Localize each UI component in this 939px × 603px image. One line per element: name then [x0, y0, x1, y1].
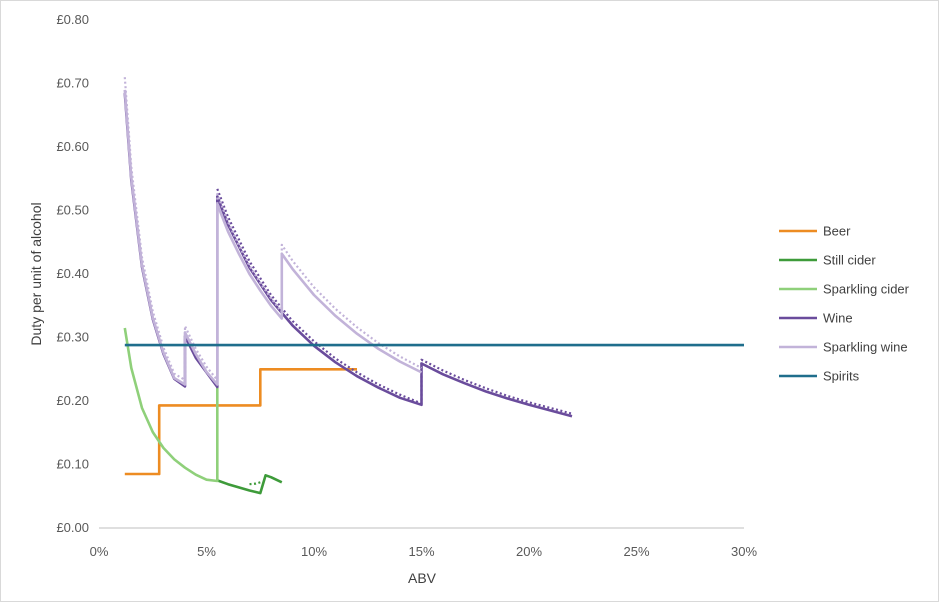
- series-line-wine-dotted: [216, 188, 573, 415]
- y-tick-label: £0.30: [56, 330, 89, 345]
- series-line-sparkling-wine-dotted: [123, 77, 423, 382]
- y-tick-label: £0.60: [56, 139, 89, 154]
- x-tick-label: 20%: [516, 544, 542, 559]
- series-line-still-cider: [216, 473, 283, 495]
- y-tick-label: £0.50: [56, 203, 89, 218]
- legend-label: Sparkling wine: [823, 340, 908, 355]
- x-tick-label: 10%: [301, 544, 327, 559]
- y-tick-label: £0.00: [56, 520, 89, 535]
- y-tick-label: £0.10: [56, 457, 89, 472]
- series-line-beer: [124, 367, 357, 476]
- series-layer: [123, 77, 744, 495]
- legend-label: Sparkling cider: [823, 282, 910, 297]
- x-tick-label: 25%: [623, 544, 649, 559]
- y-tick-label: £0.40: [56, 266, 89, 281]
- y-tick-label: £0.20: [56, 393, 89, 408]
- x-axis-title: ABV: [408, 570, 437, 586]
- series-line-still-cider-dotted: [249, 481, 261, 486]
- axes: 0% 5% 10% 15% 20% 25% 30% £0.00 £0.10 £0.20 £0.30 £…: [56, 12, 757, 559]
- legend: Beer Still cider Sparkling cider Wine Sparkl…: [779, 224, 910, 384]
- y-axis-title: Duty per unit of alcohol: [28, 202, 44, 345]
- x-tick-label: 5%: [197, 544, 216, 559]
- y-tick-label: £0.80: [56, 12, 89, 27]
- series-line-sparkling-wine: [123, 89, 423, 386]
- legend-label: Beer: [823, 224, 851, 239]
- x-tick-label: 30%: [731, 544, 757, 559]
- series-line-sparkling-cider: [123, 327, 219, 483]
- x-tick-label: 0%: [90, 544, 109, 559]
- y-tick-label: £0.70: [56, 76, 89, 91]
- x-tick-label: 15%: [408, 544, 434, 559]
- legend-label: Still cider: [823, 253, 876, 268]
- legend-label: Wine: [823, 311, 853, 326]
- legend-label: Spirits: [823, 369, 860, 384]
